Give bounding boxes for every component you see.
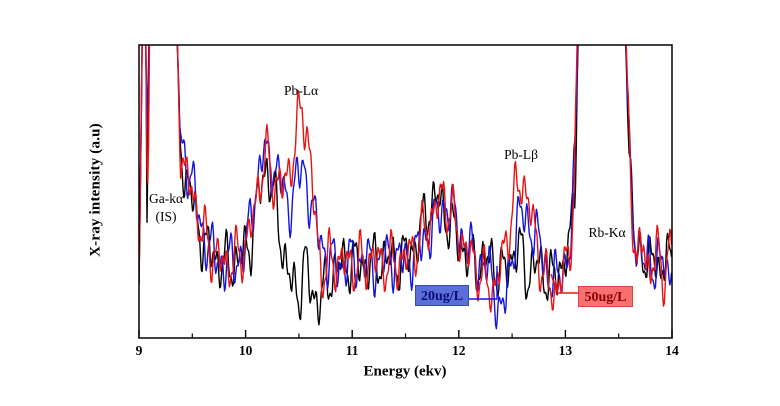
- x-axis-title: Energy (ekv): [363, 363, 447, 380]
- annotation-pb-l-beta: Pb-Lβ: [504, 146, 538, 162]
- x-tick-label-9: 9: [135, 343, 143, 358]
- x-tick-label-13: 13: [558, 343, 573, 358]
- x-tick-label-10: 10: [238, 343, 253, 358]
- x-tick-label-14: 14: [665, 343, 679, 358]
- x-tick-label-12: 12: [452, 343, 466, 358]
- annotation-ga-ka-line2: (IS): [155, 209, 177, 224]
- legend-leader-line: [550, 273, 578, 294]
- y-axis-title: X-ray intensity (a.u): [87, 123, 104, 257]
- annotation-ga-ka: Ga-kα (IS): [149, 190, 183, 226]
- series-line-50ug-l: [139, 45, 672, 313]
- x-tick-label-11: 11: [345, 343, 359, 358]
- annotation-ga-ka-line1: Ga-kα: [148, 190, 184, 206]
- legend-leader-line: [468, 266, 498, 300]
- series-line-unlabeled-black: [139, 45, 672, 326]
- legend-label-20ugL: 20ug/L: [415, 285, 470, 306]
- legend-label-50ugL: 50ug/L: [578, 286, 633, 307]
- annotation-rb-k-alpha: Rb-Kα: [588, 224, 626, 240]
- annotation-pb-l-alpha: Pb-Lα: [283, 82, 319, 98]
